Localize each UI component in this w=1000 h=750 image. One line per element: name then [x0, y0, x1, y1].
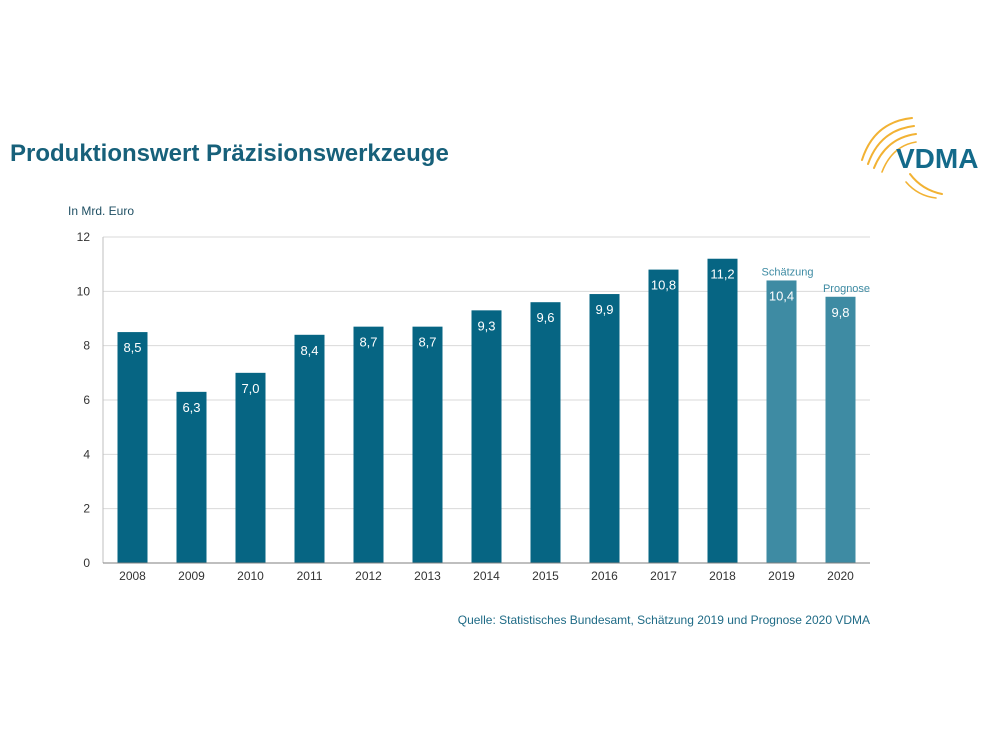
bar [353, 326, 384, 563]
bar [117, 332, 148, 563]
y-tick-label: 2 [83, 502, 90, 516]
data-label: 11,2 [710, 267, 734, 282]
x-tick-label: 2017 [650, 569, 677, 583]
bar [471, 310, 502, 563]
y-tick-label: 10 [77, 284, 91, 298]
bar [412, 326, 443, 563]
logo-text: VDMA [896, 143, 978, 174]
x-tick-label: 2010 [237, 569, 264, 583]
data-label: 9,8 [831, 305, 849, 320]
data-label: 10,8 [651, 278, 676, 293]
bar [176, 391, 207, 563]
x-tick-label: 2016 [591, 569, 618, 583]
x-tick-label: 2019 [768, 569, 795, 583]
source-note: Quelle: Statistisches Bundesamt, Schätzu… [457, 613, 870, 627]
bar [294, 334, 325, 563]
x-tick-label: 2014 [473, 569, 500, 583]
y-tick-label: 8 [83, 339, 90, 353]
x-tick-label: 2008 [119, 569, 146, 583]
data-label: 8,7 [359, 335, 377, 350]
annotation: Prognose [823, 283, 870, 295]
vdma-logo: VDMA [861, 117, 978, 199]
data-label: 7,0 [241, 381, 259, 396]
bar [707, 258, 738, 563]
x-tick-label: 2020 [827, 569, 854, 583]
logo-arcs-icon [861, 117, 943, 199]
x-tick-label: 2009 [178, 569, 205, 583]
data-label: 8,5 [123, 340, 141, 355]
y-tick-label: 0 [83, 556, 90, 570]
x-tick-label: 2015 [532, 569, 559, 583]
data-label: 6,3 [182, 400, 200, 415]
x-tick-label: 2018 [709, 569, 736, 583]
y-axis-unit-label: In Mrd. Euro [68, 204, 135, 218]
y-tick-label: 12 [77, 230, 91, 244]
data-label: 9,9 [595, 302, 613, 317]
x-tick-label: 2013 [414, 569, 441, 583]
data-label: 9,6 [536, 310, 554, 325]
bar [589, 294, 620, 563]
data-label: 9,3 [477, 318, 495, 333]
page-title: Produktionswert Präzisionswerkzeuge [10, 140, 449, 167]
data-label: 8,7 [418, 335, 436, 350]
data-label: 8,4 [300, 343, 318, 358]
bar [648, 269, 679, 563]
bar [530, 302, 561, 563]
bar [825, 296, 856, 563]
y-tick-label: 6 [83, 393, 90, 407]
bar [766, 280, 797, 563]
y-tick-label: 4 [83, 447, 90, 461]
x-tick-label: 2011 [297, 569, 323, 583]
data-label: 10,4 [769, 288, 794, 303]
x-tick-label: 2012 [355, 569, 382, 583]
annotation: Schätzung [762, 266, 814, 278]
bar [235, 372, 266, 563]
